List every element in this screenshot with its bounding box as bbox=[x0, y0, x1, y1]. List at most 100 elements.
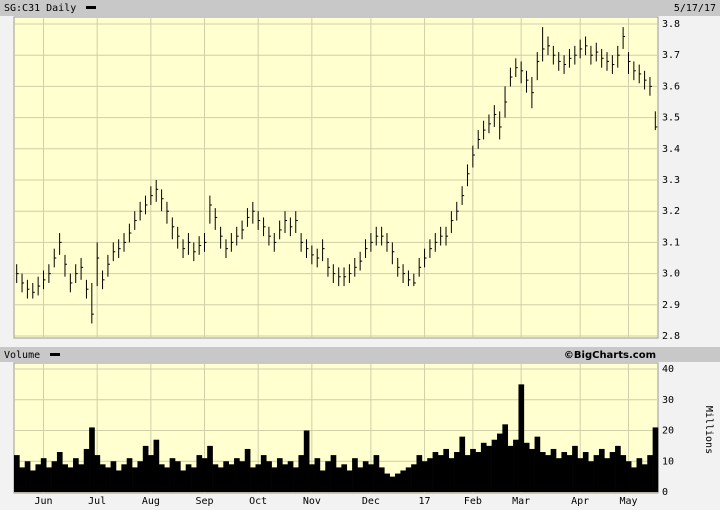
volume-bar bbox=[24, 461, 31, 492]
y-tick-label: 3.3 bbox=[662, 175, 680, 186]
volume-bar bbox=[99, 464, 106, 492]
volume-bar bbox=[314, 458, 321, 492]
volume-bar bbox=[598, 448, 605, 492]
volume-bar bbox=[244, 448, 251, 492]
volume-bar bbox=[239, 461, 246, 492]
volume-bar bbox=[276, 458, 283, 492]
x-tick-label: Dec bbox=[362, 496, 380, 507]
volume-bar bbox=[319, 470, 326, 492]
volume-bar bbox=[287, 461, 294, 492]
volume-bar bbox=[121, 464, 127, 492]
volume-bar bbox=[470, 448, 476, 492]
volume-bar bbox=[556, 458, 562, 492]
volume-bar bbox=[480, 442, 487, 492]
date: 5/17/17 bbox=[674, 3, 716, 14]
x-tick-label: May bbox=[619, 496, 637, 507]
volume-bar bbox=[631, 467, 637, 492]
volume-bar bbox=[132, 467, 138, 492]
y-tick-label: 3.7 bbox=[662, 50, 680, 61]
volume-bar bbox=[282, 464, 288, 492]
volume-bar bbox=[411, 464, 417, 492]
y-tick-label: 3.1 bbox=[662, 237, 680, 248]
volume-bar bbox=[35, 464, 42, 492]
x-tick-label: Feb bbox=[464, 496, 482, 507]
y-tick-label: 0 bbox=[662, 487, 668, 498]
volume-bar bbox=[443, 448, 449, 492]
volume-bar bbox=[652, 427, 659, 492]
volume-bar bbox=[212, 464, 219, 492]
volume-title: Volume bbox=[4, 350, 40, 361]
volume-bar bbox=[325, 461, 331, 492]
volume-bar bbox=[384, 473, 390, 492]
volume-bar bbox=[486, 445, 492, 492]
volume-bar bbox=[362, 461, 369, 492]
volume-bar bbox=[137, 461, 144, 492]
volume-bar bbox=[497, 433, 503, 492]
y-tick-label: 20 bbox=[662, 426, 674, 437]
volume-bar bbox=[588, 461, 594, 492]
x-tick-label: 17 bbox=[419, 496, 431, 507]
volume-bar bbox=[539, 452, 546, 492]
volume-bar bbox=[250, 467, 256, 492]
volume-bar bbox=[115, 470, 122, 492]
volume-bar bbox=[260, 455, 267, 492]
volume-bar bbox=[561, 452, 568, 492]
volume-bar bbox=[534, 436, 541, 492]
volume-bar bbox=[389, 476, 396, 492]
volume-bar bbox=[255, 464, 262, 492]
volume-bar bbox=[432, 452, 439, 492]
volume-bar bbox=[298, 455, 305, 492]
volume-bar bbox=[427, 458, 433, 492]
volume-bar bbox=[341, 464, 348, 492]
volume-bar bbox=[56, 452, 63, 492]
volume-bar bbox=[641, 464, 648, 492]
volume-bar bbox=[158, 464, 165, 492]
x-tick-label: Jun bbox=[34, 496, 52, 507]
volume-bar bbox=[582, 452, 589, 492]
volume-bar bbox=[615, 445, 621, 492]
volume-bar bbox=[572, 445, 578, 492]
volume-bar bbox=[67, 467, 74, 492]
y-tick-label: 40 bbox=[662, 364, 674, 375]
volume-bar bbox=[373, 455, 380, 492]
volume-bar bbox=[400, 470, 407, 492]
volume-bar bbox=[142, 445, 149, 492]
y-tick-label: 3.5 bbox=[662, 113, 680, 124]
volume-bar bbox=[14, 455, 20, 492]
y-tick-label: 3.6 bbox=[662, 81, 680, 92]
volume-bar bbox=[19, 467, 26, 492]
volume-bar bbox=[636, 458, 643, 492]
volume-bar bbox=[62, 464, 68, 492]
price-header bbox=[0, 0, 720, 16]
volume-bar bbox=[625, 461, 632, 492]
volume-bar bbox=[550, 448, 557, 492]
volume-bar bbox=[593, 455, 600, 492]
volume-bar bbox=[513, 439, 519, 492]
volume-bar bbox=[405, 467, 412, 492]
volume-bar bbox=[464, 455, 471, 492]
volume-bar bbox=[89, 427, 95, 492]
volume-bar bbox=[51, 461, 58, 492]
volume-bar bbox=[191, 467, 197, 492]
volume-bar bbox=[545, 455, 551, 492]
volume-bar bbox=[357, 467, 364, 492]
volume-bar bbox=[523, 442, 530, 492]
volume-bar bbox=[46, 467, 52, 492]
volume-bar bbox=[217, 467, 224, 492]
volume-bar bbox=[148, 455, 154, 492]
y-tick-label: 10 bbox=[662, 456, 674, 467]
volume-bar bbox=[266, 461, 272, 492]
legend-swatch bbox=[50, 353, 60, 356]
volume-bar bbox=[620, 455, 627, 492]
volume-bar bbox=[378, 467, 385, 492]
volume-bar bbox=[421, 461, 428, 492]
marks-layer: Jun Jul Aug Sep Oct Nov Dec 17 Feb Mar Apr May bbox=[14, 27, 659, 507]
x-tick-label: Jul bbox=[88, 496, 106, 507]
volume-bar bbox=[368, 464, 374, 492]
volume-bar bbox=[207, 445, 213, 492]
volume-bar bbox=[293, 467, 299, 492]
volume-bar bbox=[330, 455, 337, 492]
volume-bar bbox=[180, 470, 187, 492]
